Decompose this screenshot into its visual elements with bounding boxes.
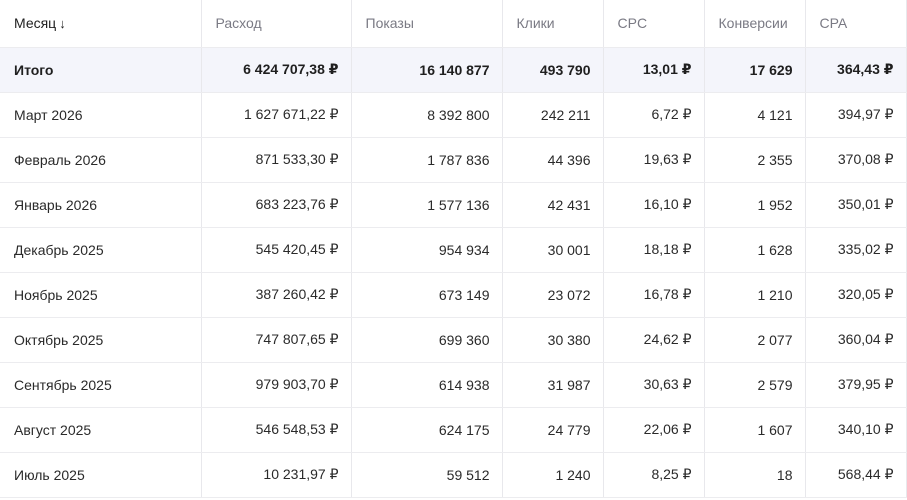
cell-month: Март 2026 <box>0 92 202 138</box>
cell-shows: 954 934 <box>351 227 503 273</box>
total-row: Итого 6 424 707,38 ₽ 16 140 877 493 790 … <box>0 47 907 93</box>
column-header-shows[interactable]: Показы <box>351 0 503 48</box>
cell-clicks: 23 072 <box>502 272 604 318</box>
cell-month: Август 2025 <box>0 407 202 453</box>
cell-conversions: 1 952 <box>704 182 806 228</box>
cell-spend: 545 420,45 ₽ <box>201 227 352 273</box>
table-row[interactable]: Декабрь 2025 545 420,45 ₽954 934 30 001 18,… <box>0 227 907 273</box>
cell-conversions: 4 121 <box>704 92 806 138</box>
cell-month: Октябрь 2025 <box>0 317 202 363</box>
cell-cpa: 335,02 ₽ <box>805 227 907 273</box>
cell-conversions: 1 607 <box>704 407 806 453</box>
table-row[interactable]: Июль 2025 10 231,97 ₽59 512 1 240 8,25 ₽18 5… <box>0 452 907 498</box>
cell-spend: 747 807,65 ₽ <box>201 317 352 363</box>
column-header-conversions[interactable]: Конверсии <box>704 0 806 48</box>
cell-shows: 624 175 <box>351 407 503 453</box>
cell-month: Июль 2025 <box>0 452 202 498</box>
table-row[interactable]: Октябрь 2025 747 807,65 ₽699 360 30 380 24,… <box>0 317 907 363</box>
cell-clicks: 1 240 <box>502 452 604 498</box>
table-row[interactable]: Сентябрь 2025 979 903,70 ₽614 938 31 987 30… <box>0 362 907 408</box>
table-row[interactable]: Ноябрь 2025 387 260,42 ₽673 149 23 072 16,7… <box>0 272 907 318</box>
cell-cpa: 360,04 ₽ <box>805 317 907 363</box>
cell-shows: 1 787 836 <box>351 137 503 183</box>
cell-spend: 546 548,53 ₽ <box>201 407 352 453</box>
cell-month: Февраль 2026 <box>0 137 202 183</box>
column-header-cpa[interactable]: CPA <box>805 0 907 48</box>
cell-clicks: 30 380 <box>502 317 604 363</box>
column-header-clicks[interactable]: Клики <box>502 0 604 48</box>
cell-month: Ноябрь 2025 <box>0 272 202 318</box>
total-cpa: 364,43 ₽ <box>805 47 907 93</box>
cell-clicks: 242 211 <box>502 92 604 138</box>
sort-desc-icon: ↓ <box>59 16 66 32</box>
cell-shows: 59 512 <box>351 452 503 498</box>
cell-shows: 673 149 <box>351 272 503 318</box>
total-shows: 16 140 877 <box>351 47 503 93</box>
column-header-cpc[interactable]: CPC <box>603 0 705 48</box>
cell-shows: 1 577 136 <box>351 182 503 228</box>
cell-spend: 683 223,76 ₽ <box>201 182 352 228</box>
cell-cpa: 340,10 ₽ <box>805 407 907 453</box>
cell-cpa: 394,97 ₽ <box>805 92 907 138</box>
cell-shows: 614 938 <box>351 362 503 408</box>
cell-conversions: 2 355 <box>704 137 806 183</box>
cell-conversions: 1 210 <box>704 272 806 318</box>
column-header-label: Месяц <box>14 15 57 32</box>
cell-conversions: 2 579 <box>704 362 806 408</box>
cell-spend: 10 231,97 ₽ <box>201 452 352 498</box>
column-header-month[interactable]: Месяц ↓ <box>0 0 202 48</box>
cell-spend: 1 627 671,22 ₽ <box>201 92 352 138</box>
cell-cpc: 18,18 ₽ <box>603 227 705 273</box>
table-header-row: Месяц ↓ Расход Показы Клики CPC Конверсии… <box>0 0 907 48</box>
total-spend: 6 424 707,38 ₽ <box>201 47 352 93</box>
cell-cpc: 6,72 ₽ <box>603 92 705 138</box>
table-row[interactable]: Март 2026 1 627 671,22 ₽8 392 800 242 211 6… <box>0 92 907 138</box>
cell-clicks: 24 779 <box>502 407 604 453</box>
total-clicks: 493 790 <box>502 47 604 93</box>
cell-cpa: 370,08 ₽ <box>805 137 907 183</box>
cell-spend: 871 533,30 ₽ <box>201 137 352 183</box>
cell-clicks: 44 396 <box>502 137 604 183</box>
cell-conversions: 18 <box>704 452 806 498</box>
cell-cpc: 22,06 ₽ <box>603 407 705 453</box>
cell-conversions: 1 628 <box>704 227 806 273</box>
column-header-spend[interactable]: Расход <box>201 0 352 48</box>
total-label: Итого <box>0 47 202 93</box>
cell-cpa: 320,05 ₽ <box>805 272 907 318</box>
cell-clicks: 31 987 <box>502 362 604 408</box>
cell-month: Сентябрь 2025 <box>0 362 202 408</box>
cell-month: Декабрь 2025 <box>0 227 202 273</box>
cell-cpc: 8,25 ₽ <box>603 452 705 498</box>
table-row[interactable]: Февраль 2026 871 533,30 ₽1 787 836 44 396 1… <box>0 137 907 183</box>
cell-spend: 387 260,42 ₽ <box>201 272 352 318</box>
cell-cpa: 350,01 ₽ <box>805 182 907 228</box>
cell-cpc: 16,10 ₽ <box>603 182 705 228</box>
cell-spend: 979 903,70 ₽ <box>201 362 352 408</box>
cell-cpc: 30,63 ₽ <box>603 362 705 408</box>
total-cpc: 13,01 ₽ <box>603 47 705 93</box>
cell-clicks: 42 431 <box>502 182 604 228</box>
cell-cpc: 19,63 ₽ <box>603 137 705 183</box>
cell-shows: 8 392 800 <box>351 92 503 138</box>
cell-cpc: 16,78 ₽ <box>603 272 705 318</box>
cell-cpa: 568,44 ₽ <box>805 452 907 498</box>
cell-cpc: 24,62 ₽ <box>603 317 705 363</box>
cell-cpa: 379,95 ₽ <box>805 362 907 408</box>
cell-month: Январь 2026 <box>0 182 202 228</box>
total-conversions: 17 629 <box>704 47 806 93</box>
cell-conversions: 2 077 <box>704 317 806 363</box>
table-row[interactable]: Январь 2026 683 223,76 ₽1 577 136 42 431 16… <box>0 182 907 228</box>
table-row[interactable]: Август 2025 546 548,53 ₽624 175 24 779 22,0… <box>0 407 907 453</box>
cell-shows: 699 360 <box>351 317 503 363</box>
cell-clicks: 30 001 <box>502 227 604 273</box>
